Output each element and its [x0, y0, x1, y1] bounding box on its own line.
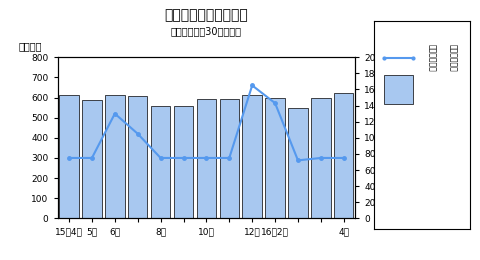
Bar: [242, 95, 262, 218]
Bar: [311, 98, 331, 218]
Bar: [60, 95, 79, 218]
Text: （事業所規模30人以上）: （事業所規模30人以上）: [171, 26, 242, 36]
Text: （時間）: （時間）: [397, 41, 420, 51]
Bar: [288, 108, 308, 218]
Bar: [105, 95, 125, 218]
Bar: [334, 93, 353, 218]
Text: 賃金と労働時間の推移: 賃金と労働時間の推移: [165, 8, 248, 22]
Bar: [151, 106, 170, 218]
Text: （千円）: （千円）: [19, 41, 42, 51]
Text: 総実労働時間: 総実労働時間: [428, 44, 436, 72]
Text: 現金給与総額: 現金給与総額: [449, 44, 457, 72]
Bar: [174, 106, 193, 218]
Bar: [82, 100, 102, 218]
Bar: [128, 96, 147, 218]
Bar: [265, 98, 285, 218]
Bar: [197, 99, 216, 218]
FancyBboxPatch shape: [384, 75, 413, 104]
Bar: [219, 99, 239, 218]
